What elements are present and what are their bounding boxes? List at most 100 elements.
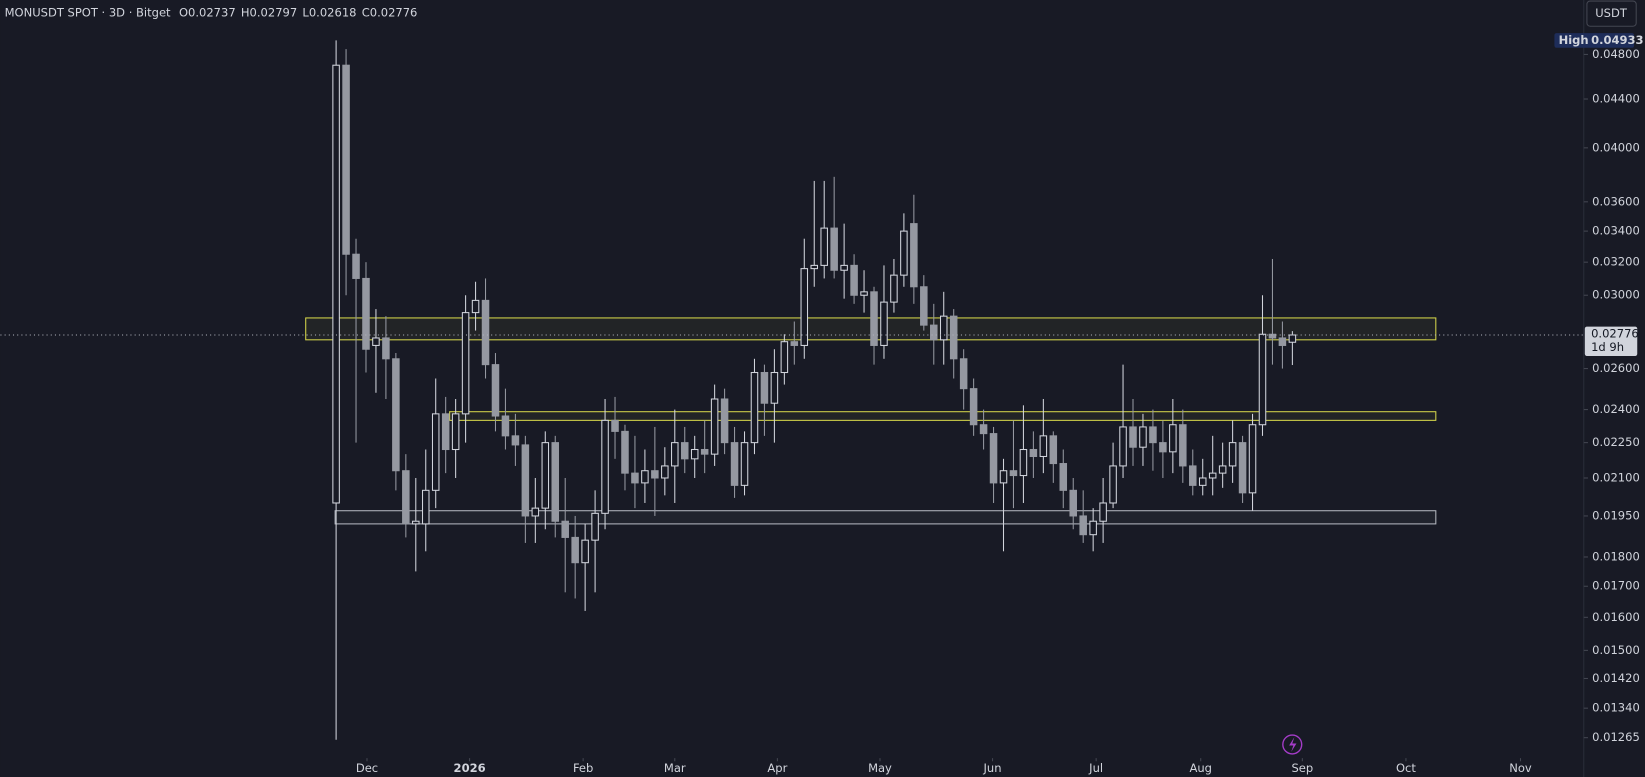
currency-label[interactable]: USDT [1595, 6, 1628, 20]
candle-body [561, 520, 569, 538]
high-marker-label: High [1559, 33, 1589, 47]
candle-body [1179, 424, 1187, 467]
candle-body [690, 448, 699, 460]
candle-body [810, 264, 819, 270]
candle-body [680, 442, 689, 460]
candle-body [661, 465, 669, 479]
candle-body [601, 419, 609, 514]
candle-body [720, 398, 729, 444]
y-tick-label: 0.02100 [1592, 470, 1640, 484]
candle-body [581, 539, 589, 564]
candle-body [860, 291, 868, 296]
y-tick-label: 0.01700 [1592, 579, 1640, 593]
candle-body [989, 433, 998, 484]
icon-bolt[interactable] [1289, 737, 1297, 752]
ohlc-key: L [302, 5, 309, 19]
candle-body [1049, 435, 1058, 465]
candle-body [1198, 477, 1207, 486]
ohlc-value: 0.02776 [370, 5, 418, 19]
y-tick-label: 0.03000 [1592, 288, 1640, 302]
candle-body [571, 536, 579, 564]
currency-button[interactable]: USDT [1586, 0, 1637, 27]
y-tick-label: 0.01340 [1592, 701, 1640, 715]
candle-body [441, 413, 450, 451]
zone [334, 510, 1437, 525]
candle-body [1099, 502, 1107, 522]
symbol: MONUSDT SPOT · 3D · Bitget [5, 5, 171, 19]
candle-body [1019, 448, 1028, 477]
candle-body [999, 470, 1008, 484]
candle-body [1139, 426, 1147, 448]
candle-body [541, 442, 550, 509]
candle-body [760, 371, 769, 404]
candle-body [750, 371, 759, 444]
candle-body [890, 274, 898, 303]
x-tick-label: Jun [983, 761, 1002, 775]
candle-body [740, 442, 749, 486]
candle-body [949, 315, 958, 360]
candle-body [820, 227, 828, 266]
y-tick-label: 0.01265 [1592, 730, 1640, 744]
candle-body [840, 264, 848, 271]
candle-body [730, 442, 739, 486]
candle-body [910, 223, 918, 288]
candle-body [651, 470, 659, 479]
candle-body [521, 444, 530, 517]
y-tick-label: 0.02400 [1592, 402, 1640, 416]
icon-circle[interactable] [1282, 734, 1303, 755]
y-tick-label: 0.04400 [1592, 92, 1640, 106]
candle-body [1069, 489, 1077, 517]
candle-body [631, 472, 639, 484]
candle-body [1268, 333, 1277, 339]
candle-body [1039, 435, 1048, 458]
candle-body [1029, 448, 1038, 458]
currency-button-box[interactable] [1586, 0, 1637, 27]
candle-body [1119, 426, 1127, 467]
candle-body [591, 512, 599, 541]
candle-body [511, 435, 520, 446]
candle-body [930, 324, 938, 341]
x-tick-label: Feb [573, 761, 593, 775]
candle-body [830, 227, 838, 271]
candle-body [1248, 424, 1257, 494]
candle-body [1059, 463, 1068, 491]
candle-body [501, 415, 510, 437]
candle-body [780, 341, 789, 374]
candle-body [641, 470, 649, 484]
candle-body [770, 371, 779, 404]
x-tick-label: May [868, 761, 892, 775]
zone [449, 411, 1437, 421]
candle-body [1009, 470, 1018, 477]
x-tick-label: Oct [1396, 761, 1416, 775]
x-tick-label: Dec [356, 761, 378, 775]
candle-body [939, 315, 948, 341]
candle-body [551, 442, 560, 522]
candle-body [1238, 442, 1247, 494]
countdown-label: 1d 9h [1591, 340, 1624, 354]
candle-body [920, 286, 928, 326]
candle-body [611, 419, 619, 432]
candle-body [421, 489, 430, 525]
candle-body [1288, 334, 1297, 343]
candle-body [481, 299, 490, 366]
y-tick-label: 0.02600 [1592, 361, 1640, 375]
y-tick-label: 0.01950 [1592, 508, 1640, 522]
candle-body [979, 424, 988, 435]
x-tick-label: Apr [767, 761, 787, 775]
last-price-label: 0.02776 [1591, 326, 1639, 340]
candle-body [342, 64, 350, 255]
y-tick-label: 0.01500 [1592, 643, 1640, 657]
candle-body [1169, 424, 1177, 453]
candle-body [969, 388, 978, 426]
ohlc-key: O [179, 5, 188, 19]
candle-body [362, 277, 370, 350]
candle-body [412, 520, 420, 525]
candle-body [531, 507, 540, 517]
y-tick-label: 0.01600 [1592, 610, 1640, 624]
y-tick-label: 0.01420 [1592, 671, 1640, 685]
ohlc-value: 0.02618 [309, 5, 357, 19]
candle-body [850, 264, 858, 296]
x-tick-label: Aug [1189, 761, 1212, 775]
replay-icon[interactable] [1282, 734, 1303, 755]
